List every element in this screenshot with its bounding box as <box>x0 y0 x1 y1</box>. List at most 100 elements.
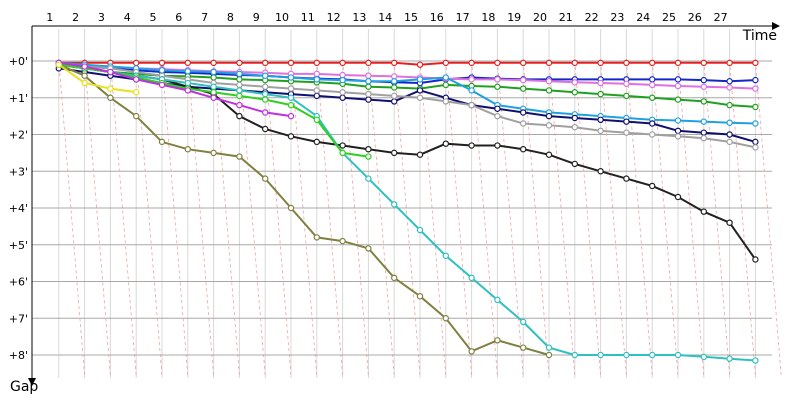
data-point <box>520 145 527 153</box>
data-point <box>623 59 630 67</box>
x-tick-label: 18 <box>481 11 495 24</box>
data-point <box>674 82 682 90</box>
guide-line <box>497 60 524 379</box>
data-point <box>287 94 295 101</box>
data-point <box>545 344 553 351</box>
data-point <box>545 122 553 129</box>
data-point <box>520 109 527 116</box>
data-point <box>184 145 191 153</box>
data-point <box>442 59 449 67</box>
series-line <box>58 63 756 85</box>
data-point <box>545 78 553 85</box>
data-point <box>726 119 733 126</box>
y-tick-label: +2' <box>9 129 28 142</box>
data-point <box>494 112 501 120</box>
x-tick-label: 26 <box>688 11 702 24</box>
data-point <box>287 74 295 81</box>
data-point <box>571 79 579 86</box>
data-point <box>726 131 733 138</box>
guide-line <box>703 60 731 379</box>
data-point <box>623 118 630 125</box>
data-point <box>674 351 682 359</box>
data-point <box>107 68 114 76</box>
data-point <box>674 76 682 83</box>
data-point <box>623 175 630 182</box>
y-tick-label: +3' <box>9 165 28 178</box>
guide-line <box>264 60 292 379</box>
data-point <box>468 59 475 67</box>
data-point <box>520 76 527 84</box>
guide-line <box>445 60 473 379</box>
data-point <box>416 94 424 101</box>
data-point <box>700 118 708 125</box>
data-point <box>494 76 501 83</box>
data-point <box>649 81 656 89</box>
guide-line <box>600 60 627 379</box>
data-point <box>158 138 166 146</box>
guide-line <box>626 60 653 379</box>
data-point <box>545 351 553 359</box>
x-tick-label: 12 <box>327 11 341 24</box>
data-point <box>520 318 527 326</box>
series-line <box>58 63 756 108</box>
data-point <box>365 175 372 182</box>
data-point <box>571 59 579 67</box>
data-point <box>184 68 191 75</box>
data-point <box>416 87 424 94</box>
guide-line <box>290 60 318 379</box>
data-point <box>752 144 759 151</box>
data-point <box>468 142 475 149</box>
data-point <box>107 85 114 92</box>
data-point <box>262 109 269 116</box>
data-point <box>287 204 295 212</box>
guide-line <box>213 60 240 379</box>
data-point <box>623 351 630 359</box>
data-point <box>597 116 604 124</box>
data-point <box>287 59 295 67</box>
data-point <box>752 357 759 364</box>
data-point <box>210 59 217 67</box>
axes: 1 2 3 4 5 6 7 8 9 10 11 12 13 14 15 16 17 18 19 20 21 22 23 24 2… <box>9 11 780 395</box>
data-point <box>391 59 398 67</box>
guide-line <box>522 60 550 379</box>
data-point <box>752 85 759 92</box>
data-point <box>700 129 708 136</box>
data-point <box>649 182 656 190</box>
data-point <box>649 76 656 83</box>
data-point <box>752 103 759 111</box>
data-point <box>520 59 527 67</box>
guide-line <box>677 60 705 379</box>
data-point <box>674 117 682 124</box>
data-point <box>520 344 527 351</box>
data-point <box>313 138 320 146</box>
x-tick-label: 15 <box>404 11 418 24</box>
data-point <box>391 78 398 85</box>
data-point <box>571 89 579 96</box>
x-tick-label: 3 <box>98 11 105 24</box>
data-point <box>287 101 295 109</box>
x-tick-label: 1 <box>46 11 53 24</box>
data-point <box>416 293 424 300</box>
data-point <box>700 353 708 361</box>
data-point <box>158 59 166 67</box>
series-line <box>58 61 756 66</box>
data-point <box>236 101 243 109</box>
data-point <box>494 83 501 90</box>
data-point <box>210 94 217 101</box>
data-point <box>158 66 166 74</box>
x-tick-label: 4 <box>124 11 131 24</box>
data-point <box>236 87 243 94</box>
data-point <box>236 153 243 160</box>
y-tick-label: +1' <box>9 92 28 105</box>
data-point <box>674 193 682 201</box>
x-tick-label: 22 <box>585 11 599 24</box>
data-point <box>468 274 475 282</box>
data-point <box>545 112 553 120</box>
data-point <box>649 351 656 359</box>
data-point <box>313 76 320 83</box>
data-point <box>752 120 759 127</box>
data-point <box>391 274 398 282</box>
data-point <box>752 256 759 263</box>
data-point <box>184 87 191 94</box>
